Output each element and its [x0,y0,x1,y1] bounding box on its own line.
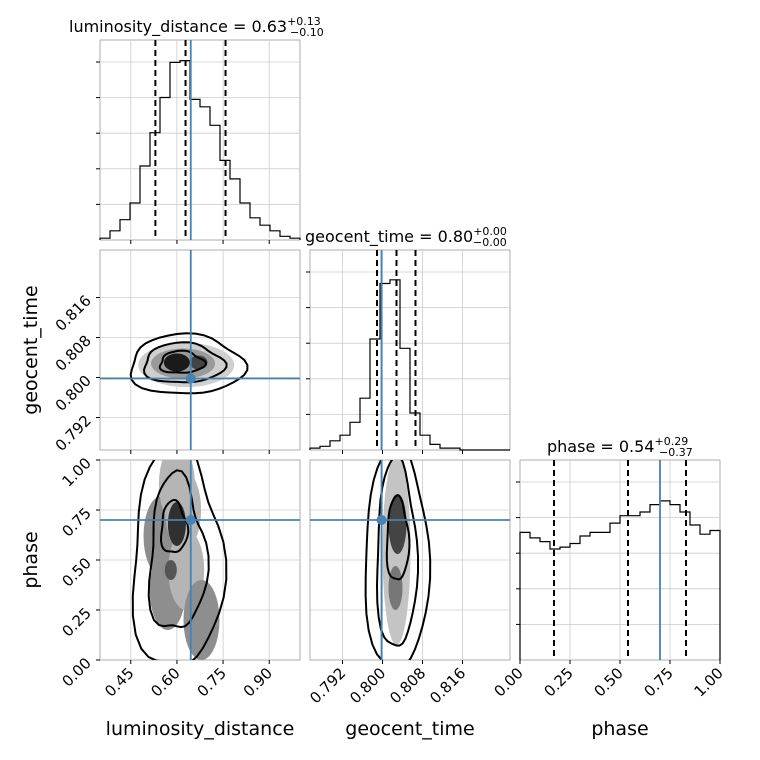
contour-inner [159,498,190,554]
contour-inner [158,349,207,374]
histograms [99,40,721,660]
y-tick-label: 0.25 [58,604,94,640]
panel-hist-luminosity-distance [99,39,301,241]
x-tick-label: 0.45 [101,664,137,700]
y-tick-label: 0.00 [58,654,94,690]
y-tick-label: 0.792 [52,412,95,455]
y-tick-label: 0.800 [52,372,95,415]
contour-middle [142,341,228,384]
panel-2d-geocent-vs-luminosity [99,249,301,451]
x-tick-label: 0.816 [426,664,469,707]
contour-inner [385,494,411,581]
x-tick-label: 0.792 [306,664,349,707]
x-tick-label: 0.60 [147,664,183,700]
x-tick-label: 1.00 [690,664,726,700]
xlabel-geocent-time: geocent_time [345,718,474,740]
density-phase-vs-luminosity [143,460,220,660]
title-geocent-time: geocent_time = 0.80+0.00 [305,225,507,247]
y-tick-label: 0.816 [52,292,95,335]
x-tick-label: 0.90 [240,664,276,700]
x-tick-label: 0.800 [346,664,389,707]
truth-marker [185,373,196,384]
contour-outer [129,332,249,395]
contour-outer [131,460,228,660]
title-geocent-time-minus: −0.00 [473,236,507,249]
x-tick-label: 0.50 [590,664,626,700]
x-tick-label: 0.25 [540,664,576,700]
xlabel-luminosity-distance: luminosity_distance [106,718,295,740]
x-tick-label: 0.75 [640,664,676,700]
grid-lines [100,40,720,660]
histogram-step-phase [519,500,721,660]
xlabel-phase: phase [591,718,648,740]
title-luminosity-distance: luminosity_distance = 0.63+0.13 [69,15,321,37]
density-cell [388,494,407,554]
title-luminosity-distance-minus: −0.10 [290,26,324,39]
ylabel-geocent-time: geocent_time [20,285,42,414]
y-tick-label: 0.75 [58,504,94,540]
truth-lines [100,40,661,660]
histogram-step-luminosity_distance [99,60,301,240]
title-phase-minus: −0.37 [659,446,693,459]
x-tick-label: 0.00 [490,664,526,700]
x-tick-label: 0.808 [386,664,429,707]
ylabel-phase: phase [20,531,42,588]
y-tick-label: 0.50 [58,554,94,590]
y-tick-label: 1.00 [58,454,94,490]
density-cell [183,580,220,660]
truth-marker [185,515,196,525]
density-geocent-vs-luminosity [138,343,235,387]
density-cell [163,353,190,372]
title-phase: phase = 0.54+0.29 [547,435,688,456]
density-cell [164,560,177,580]
panel-hist-geocent-time [309,249,511,451]
histogram-step-geocent_time [309,279,510,451]
x-tick-label: 0.75 [194,664,230,700]
contour-lines [129,332,432,660]
contour-outer [364,460,432,660]
truth-marker [376,515,387,525]
density-cell [388,566,403,610]
density-cell [167,502,186,546]
contour-middle [375,460,419,647]
y-tick-label: 0.808 [52,332,95,375]
